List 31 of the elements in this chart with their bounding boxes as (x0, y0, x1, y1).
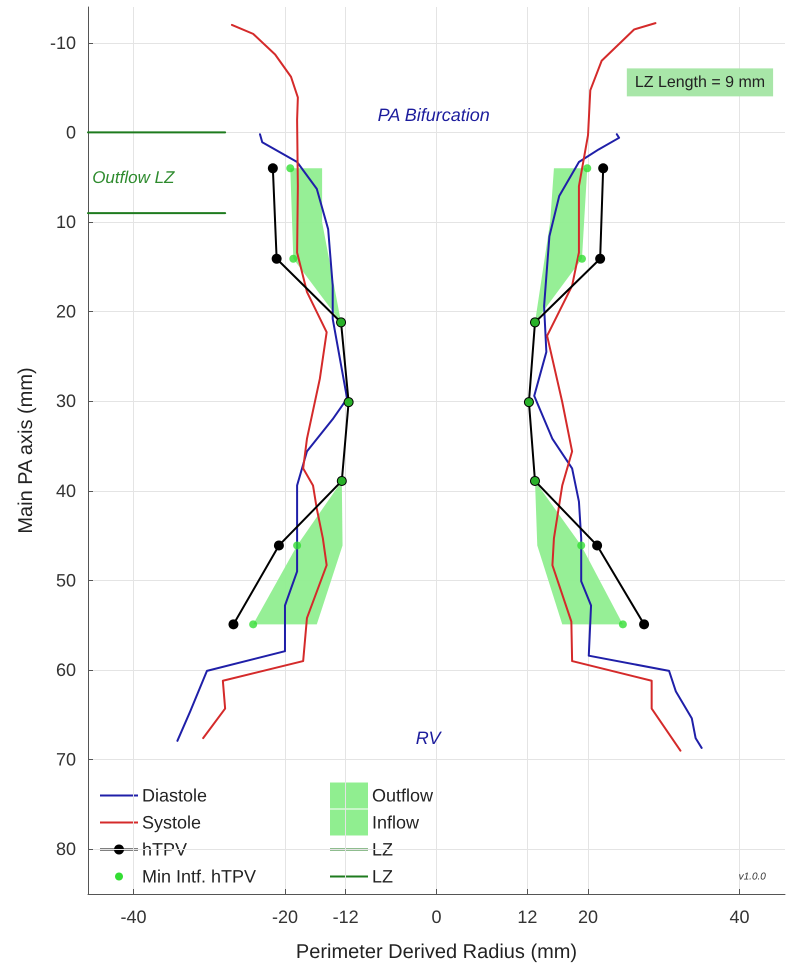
legend-label: Outflow (372, 786, 434, 806)
x-tick-label: 20 (578, 907, 598, 927)
x-tick-label: -20 (272, 907, 298, 927)
y-tick-label: 70 (56, 750, 76, 770)
x-tick-label: 40 (730, 907, 750, 927)
y-tick-label: 40 (56, 480, 76, 501)
annotation: Outflow LZ (92, 168, 176, 187)
x-tick-label: -12 (332, 907, 359, 927)
y-tick-label: -10 (50, 32, 76, 53)
y-tick-label: 30 (56, 391, 76, 412)
y-tick-label: 50 (56, 570, 76, 590)
annotation: RV (416, 728, 442, 748)
y-tick-label: 20 (56, 302, 76, 322)
legend-label: Systole (142, 812, 202, 832)
x-axis-title: Perimeter Derived Radius (mm) (296, 941, 578, 963)
y-tick-label: 10 (56, 212, 76, 232)
legend-label: Inflow (372, 812, 420, 832)
annotation: PA Bifurcation (378, 105, 490, 126)
y-tick-label: 80 (56, 839, 76, 860)
x-tick-label: 0 (431, 907, 442, 927)
y-tick-label: 60 (56, 660, 76, 680)
annotation: v1.0.0 (738, 872, 766, 883)
annotation: LZ Length = 9 mm (634, 74, 766, 91)
x-tick-label: -40 (120, 907, 146, 927)
y-tick-label: 0 (66, 122, 76, 142)
legend-label: LZ (372, 866, 394, 886)
legend-label: Diastole (142, 786, 208, 806)
legend-label: Min Intf. hTPV (142, 866, 256, 886)
legend-label: LZ (372, 840, 394, 860)
x-tick-label: 12 (517, 907, 538, 927)
y-axis-title: Main PA axis (mm) (15, 367, 37, 534)
